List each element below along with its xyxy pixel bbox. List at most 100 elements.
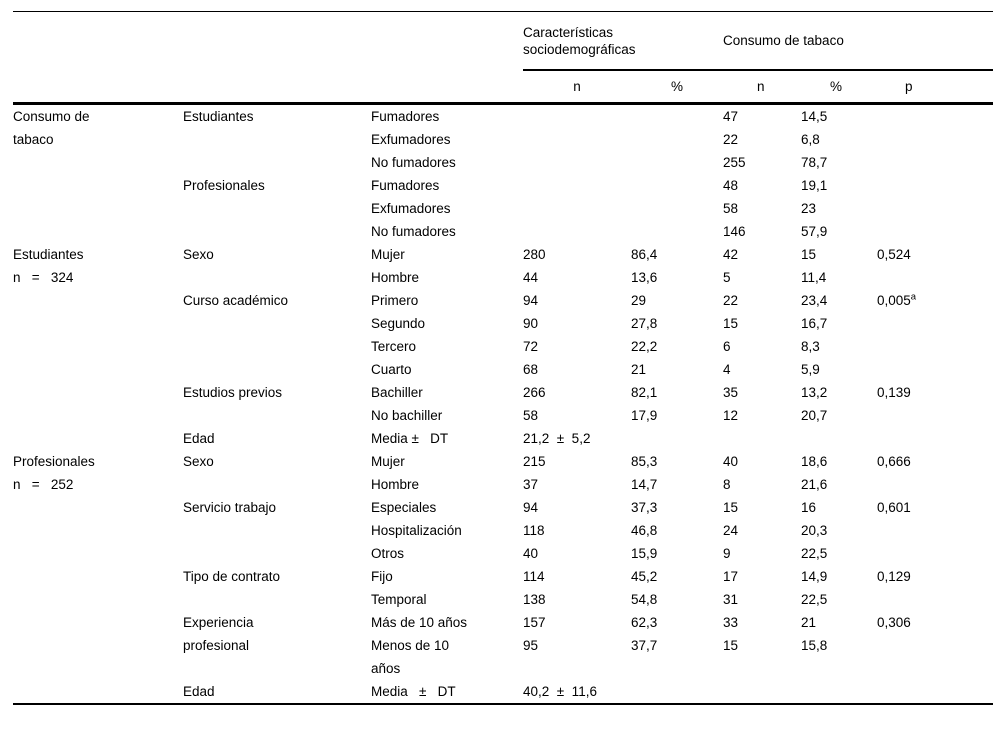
pct-sociodemographic-value [631,174,723,197]
p-value-footnote-marker: a [910,291,917,303]
table-row: Hospitalización 118 46,8 24 20,3 [13,519,993,542]
table-row: Segundo 90 27,8 15 16,7 [13,312,993,335]
p-value [877,542,993,565]
table-row: Consumo de tabaco Estudiantes Fumadores 47 1… [13,104,993,147]
column-header-row: n % n % p [13,70,994,105]
category-label: Media ± DT [371,684,456,699]
table-row: Estudios previos Bachiller 266 82,1 35 13,2 0,… [13,381,993,404]
mean-sd-value: 40,2 ± 11,6 [523,684,597,699]
col-header-pct-sociodemographic: % [631,70,723,105]
n-sociodemographic-value: 157 [523,615,546,630]
table-row: Edad Media ± DT 21,2 ± 5,2 [13,427,993,450]
n-tobacco-value: 15 [723,316,739,331]
variable-label: Profesionales [183,178,265,193]
variable-label: Servicio trabajo [183,500,277,515]
p-value [877,634,993,680]
n-tobacco-value [723,427,801,450]
n-tobacco-value: 15 [723,638,739,653]
p-value [877,266,993,289]
pct-sociodemographic-value: 85,3 [631,454,658,469]
n-sociodemographic-value: 118 [523,523,545,538]
pct-tobacco-value: 16,7 [801,316,828,331]
pct-tobacco-value: 15 [801,247,817,262]
variable-label: Edad [183,684,215,699]
group-header-row: Características sociodemográficas Consum… [13,11,994,71]
n-tobacco-value: 42 [723,247,739,262]
n-sociodemographic-value: 90 [523,316,539,331]
category-label: Cuarto [371,362,412,377]
n-sociodemographic-value: 114 [523,569,545,584]
category-label: Hospitalización [371,523,462,538]
pct-sociodemographic-value: 46,8 [631,523,658,538]
variable-label: Edad [183,431,215,446]
table-row: Servicio trabajo Especiales 94 37,3 15 16 0,60… [13,496,993,519]
category-label: Fumadores [371,109,440,124]
table-row: Estudiantes n = 324 Sexo Mujer 280 86,4 42 15 0… [13,243,993,285]
n-sociodemographic-value: 58 [523,408,539,423]
col-header-p-value: p [877,70,994,105]
table-row: No fumadores 146 57,9 [13,220,993,243]
pct-tobacco-value [801,427,877,450]
table-header: Características sociodemográficas Consum… [13,11,994,105]
pct-sociodemographic-value [631,197,723,220]
n-tobacco-value: 9 [723,546,731,561]
category-label: Hombre [371,477,420,492]
pct-sociodemographic-value: 37,3 [631,500,658,515]
table-row: Tercero 72 22,2 6 8,3 [13,335,993,358]
pct-tobacco-value: 21,6 [801,477,828,492]
pct-sociodemographic-value [631,220,723,243]
pct-sociodemographic-value: 14,7 [631,477,658,492]
n-sociodemographic-value: 68 [523,362,539,377]
n-tobacco-value: 12 [723,408,739,423]
pct-tobacco-value: 23,4 [801,293,828,308]
pct-sociodemographic-value [631,151,723,174]
n-sociodemographic-value: 266 [523,385,546,400]
pct-tobacco-value: 20,7 [801,408,828,423]
table-row: Exfumadores 22 6,8 [13,128,993,151]
row-group-label: Estudiantes n = 324 [13,247,84,285]
table-row: Edad Media ± DT 40,2 ± 11,6 [13,680,993,704]
category-label: Fumadores [371,178,440,193]
variable-label: Sexo [183,247,214,262]
p-value: 0,139 [877,385,911,400]
pct-sociodemographic-value: 21 [631,362,647,377]
table-row: Exfumadores 58 23 [13,197,993,220]
pct-sociodemographic-value: 22,2 [631,339,658,354]
variable-label: Sexo [183,454,214,469]
table-row: Temporal 138 54,8 31 22,5 [13,588,993,611]
category-label: Más de 10 años [371,615,468,630]
n-tobacco-value: 255 [723,155,746,170]
variable-label: Experiencia profesional [183,615,254,653]
table-row: Cuarto 68 21 4 5,9 [13,358,993,381]
pct-tobacco-value: 22,5 [801,546,828,561]
category-label: Segundo [371,316,426,331]
n-tobacco-value: 146 [723,224,746,239]
n-tobacco-value: 40 [723,454,739,469]
n-sociodemographic-value: 40 [523,546,539,561]
pct-sociodemographic-value: 54,8 [631,592,658,607]
p-value [877,335,993,358]
pct-sociodemographic-value: 82,1 [631,385,658,400]
n-sociodemographic-value: 95 [523,638,539,653]
table-row: Hombre 44 13,6 5 11,4 [13,266,993,289]
col-header-spacer [371,70,523,105]
pct-sociodemographic-value: 15,9 [631,546,658,561]
p-value [877,312,993,335]
category-label: No fumadores [371,224,456,239]
p-value [877,104,993,129]
row-group-label: Profesionales n = 252 [13,454,95,492]
p-value [877,519,993,542]
p-value [877,680,993,704]
p-value [877,128,993,151]
p-value: 0,601 [877,500,911,515]
p-value: 0,306 [877,615,911,630]
pct-sociodemographic-value: 13,6 [631,270,658,285]
pct-tobacco-value: 11,4 [801,270,827,285]
p-value: 0,129 [877,569,911,584]
n-sociodemographic-value [523,174,631,197]
pct-tobacco-value: 78,7 [801,155,828,170]
n-tobacco-value: 58 [723,201,739,216]
pct-tobacco-value: 18,6 [801,454,828,469]
category-label: Menos de 10 años [371,638,450,676]
